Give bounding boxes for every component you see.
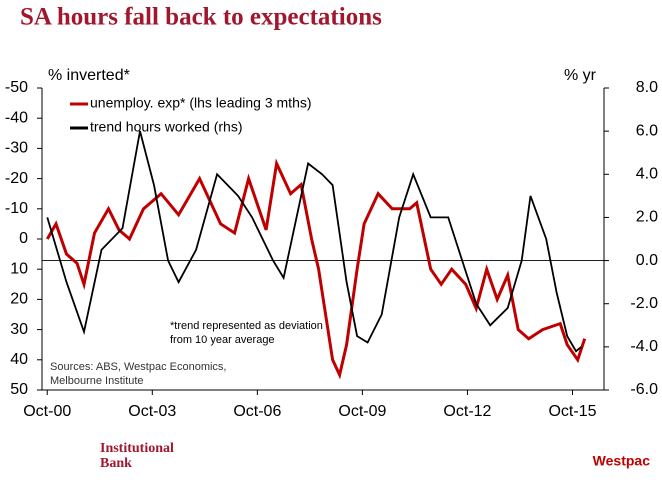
x-tick-label: Oct-00 [23, 403, 71, 420]
y-tick-label: 20 [10, 291, 28, 308]
y2-tick-label: 6.0 [636, 122, 658, 139]
x-tick-label: Oct-12 [443, 403, 491, 420]
sources: Melbourne Institute [50, 375, 144, 387]
annotation: *trend represented as deviation [170, 320, 323, 332]
line-series [46, 158, 587, 380]
chart-title: SA hours fall back to expectations [20, 4, 382, 31]
y-tick-label: 30 [10, 321, 28, 338]
y-tick-label: 10 [10, 260, 28, 277]
y-tick-label: -20 [5, 170, 28, 187]
y2-tick-label: -6.0 [630, 381, 658, 398]
footer-brand: Institutional [100, 441, 174, 456]
x-tick-label: Oct-15 [548, 403, 596, 420]
x-tick-label: Oct-03 [128, 403, 176, 420]
y-tick-label: -10 [5, 200, 28, 217]
y-tick-label: 50 [10, 381, 28, 398]
legend-label: unemploy. exp* (lhs leading 3 mths) [90, 95, 312, 111]
x-tick-label: Oct-09 [338, 403, 386, 420]
footer-logo: Westpac [593, 453, 651, 469]
annotation: from 10 year average [170, 334, 275, 346]
y2-axis-label: % yr [564, 67, 597, 84]
y-tick-label: -40 [5, 109, 28, 126]
y2-tick-label: -2.0 [630, 295, 658, 312]
sources: Sources: ABS, Westpac Economics, [50, 361, 226, 373]
y-tick-label: -30 [5, 140, 28, 157]
x-tick-label: Oct-06 [233, 403, 281, 420]
y2-tick-label: 2.0 [636, 209, 658, 226]
y2-tick-label: 0.0 [636, 252, 658, 269]
y2-tick-label: 4.0 [636, 166, 658, 183]
y-axis-label: % inverted* [48, 67, 130, 84]
y2-tick-label: -4.0 [630, 338, 658, 355]
footer-brand: Bank [100, 456, 132, 471]
y-tick-label: 0 [19, 230, 28, 247]
legend-label: trend hours worked (rhs) [90, 119, 243, 135]
y-tick-label: -50 [5, 79, 28, 96]
line-series [46, 130, 582, 353]
y-tick-label: 40 [10, 351, 28, 368]
y2-tick-label: 8.0 [636, 79, 658, 96]
